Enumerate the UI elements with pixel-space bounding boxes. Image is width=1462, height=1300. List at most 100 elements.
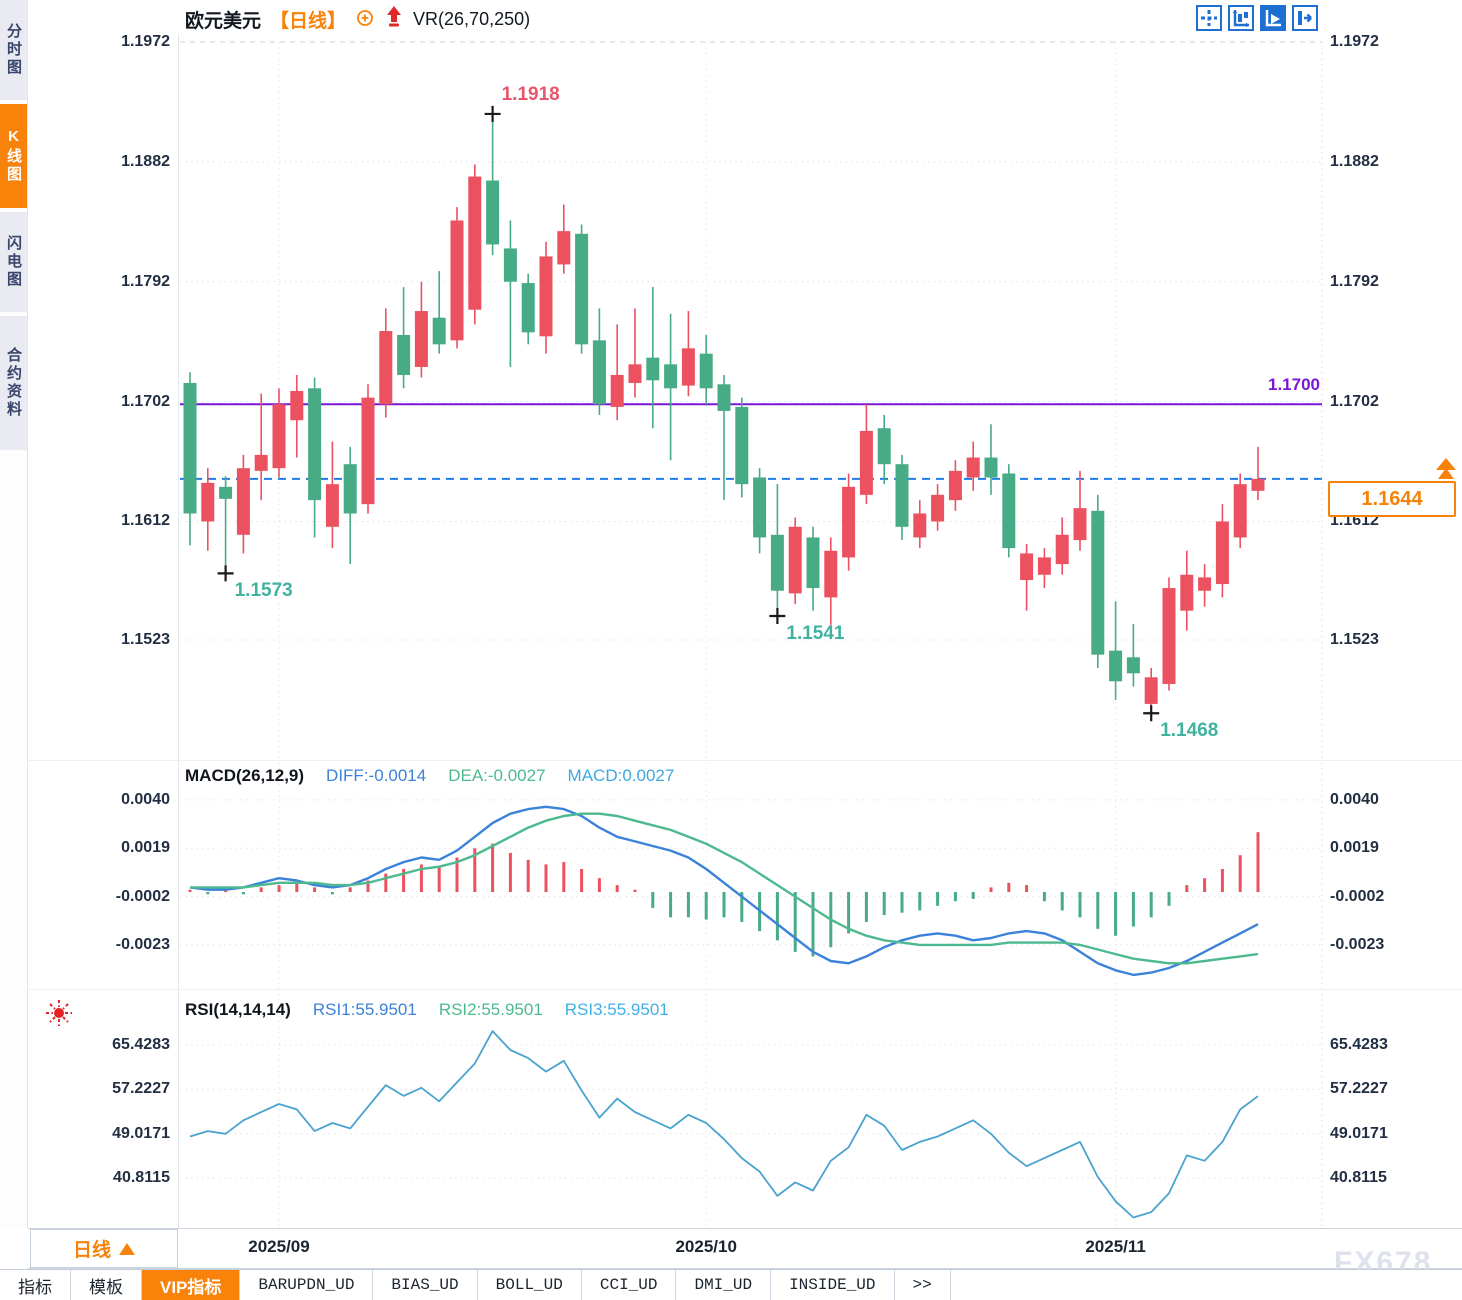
rsi-title: RSI(14,14,14)	[185, 1000, 291, 1019]
axis-pointer-icon[interactable]	[1260, 5, 1286, 31]
candle-body	[254, 454, 268, 471]
bottom-tab-3[interactable]: BARUPDN_UD	[240, 1270, 374, 1300]
candle-body	[557, 231, 571, 265]
period-selector-label: 日线	[72, 1240, 111, 1261]
bottom-tab-4[interactable]: BIAS_UD	[373, 1270, 478, 1300]
extreme-cross-marker	[769, 608, 786, 625]
candle-body	[236, 468, 250, 535]
candle-body	[699, 353, 713, 389]
bottom-tab-0[interactable]: 指标	[0, 1270, 71, 1300]
candle-body	[1162, 588, 1176, 684]
candle-body	[1180, 574, 1194, 611]
candle-body	[664, 364, 678, 389]
sidebar-item-3[interactable]: 合约资料	[0, 316, 27, 450]
rsi1-value: RSI1:55.9501	[312, 1000, 417, 1019]
bottom-tab-6[interactable]: CCI_UD	[581, 1270, 677, 1300]
candle-body	[610, 374, 624, 407]
candle-body	[325, 484, 339, 527]
sidebar-item-0[interactable]: 分时图	[0, 0, 27, 100]
candle-body	[806, 537, 820, 589]
candle-body	[646, 357, 660, 381]
crosshair-icon[interactable]	[1196, 5, 1222, 31]
candle-body	[450, 220, 464, 341]
candle-body	[913, 513, 927, 538]
candle-body	[1037, 557, 1051, 575]
candle-body	[984, 457, 998, 478]
extreme-cross-marker	[1143, 705, 1160, 722]
bottom-tab-2[interactable]: VIP指标	[142, 1270, 241, 1300]
macd-line-diff	[189, 805, 1259, 977]
chevron-up-icon	[119, 1242, 135, 1255]
macd-macd-value: MACD:0.0027	[567, 766, 675, 785]
pan-right-icon[interactable]	[1292, 5, 1318, 31]
candle-body	[308, 388, 322, 501]
candle-body	[1020, 553, 1034, 581]
candle-body	[842, 486, 856, 558]
period-selector[interactable]: 日线	[30, 1229, 178, 1268]
candle-body	[966, 457, 980, 478]
candle-body	[859, 430, 873, 495]
candle-body	[1198, 577, 1212, 591]
candle-body	[272, 404, 286, 469]
candle-body	[361, 397, 375, 505]
chart-title-bar: 欧元美元 【日线】 VR(26,70,250)	[185, 5, 531, 32]
rsi-line	[189, 1030, 1259, 1219]
rsi2-value: RSI2:55.9501	[438, 1000, 543, 1019]
candle-body	[539, 256, 553, 337]
bottom-tab-9[interactable]: >>	[894, 1270, 951, 1300]
candle-body	[770, 534, 784, 591]
candle-body	[895, 464, 909, 527]
symbol-name: 欧元美元	[185, 10, 262, 32]
candle-body	[948, 470, 962, 501]
period-tag: 【日线】	[270, 10, 347, 32]
candle-body	[521, 283, 535, 333]
bottom-tab-5[interactable]: BOLL_UD	[477, 1270, 582, 1300]
bottom-tab-7[interactable]: DMI_UD	[676, 1270, 772, 1300]
vr-indicator-label: VR(26,70,250)	[413, 8, 531, 29]
candle-body	[1126, 657, 1140, 674]
candle-body	[414, 311, 428, 367]
candle-body	[735, 406, 749, 485]
sidebar-item-1[interactable]: K线图	[0, 104, 27, 208]
candle-body	[1109, 650, 1123, 682]
macd-dea-value: DEA:-0.0027	[448, 766, 546, 785]
candle-body	[397, 335, 411, 375]
chart-toolbar	[1196, 5, 1318, 31]
candle-body	[877, 428, 891, 465]
current-price-box: 1.1644	[1328, 481, 1456, 517]
time-axis-row	[28, 1228, 1462, 1269]
candle-body	[681, 348, 695, 386]
bottom-tab-1[interactable]: 模板	[71, 1270, 142, 1300]
candle-body	[592, 340, 606, 405]
sidebar-item-2[interactable]: 闪电图	[0, 212, 27, 312]
candle-body	[1002, 473, 1016, 549]
macd-header: MACD(26,12,9) DIFF:-0.0014 DEA:-0.0027 M…	[185, 766, 674, 786]
candle-body	[1215, 521, 1229, 585]
add-indicator-icon[interactable]	[355, 7, 375, 32]
rsi-header: RSI(14,14,14) RSI1:55.9501 RSI2:55.9501 …	[185, 1000, 669, 1020]
candle-body	[503, 248, 517, 282]
candle-body	[1073, 508, 1087, 541]
candle-body	[931, 494, 945, 522]
rsi3-value: RSI3:55.9501	[564, 1000, 669, 1019]
macd-title: MACD(26,12,9)	[185, 766, 305, 785]
bottom-tab-8[interactable]: INSIDE_UD	[771, 1270, 895, 1300]
purple-level-label: 1.1700	[1268, 375, 1320, 394]
price-up-marker-icon	[1434, 458, 1458, 485]
candle-body	[468, 176, 482, 310]
candle-body	[432, 317, 446, 345]
candle-body	[290, 390, 304, 421]
candle-body	[575, 233, 589, 345]
candle-body	[183, 382, 197, 514]
candle-body	[1055, 534, 1069, 565]
candle-body	[824, 550, 838, 598]
axis-scale-icon[interactable]	[1228, 5, 1254, 31]
alert-blink-icon[interactable]	[44, 998, 74, 1033]
candle-body	[1251, 478, 1265, 491]
candle-body	[717, 384, 731, 411]
macd-diff-value: DIFF:-0.0014	[326, 766, 427, 785]
candle-body	[486, 180, 500, 245]
candle-body	[1233, 484, 1247, 538]
